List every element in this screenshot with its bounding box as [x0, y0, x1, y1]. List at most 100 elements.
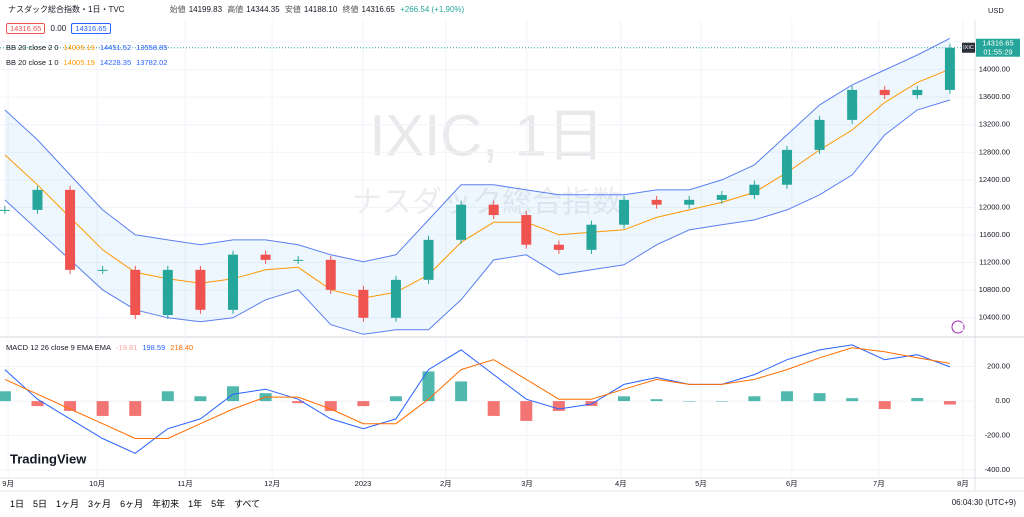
period-button[interactable]: 年初来: [152, 499, 180, 509]
candle: [423, 239, 434, 280]
y-tick-label: 13600.00: [979, 92, 1010, 101]
histogram-bar: [911, 398, 924, 402]
macd-line: [4, 344, 951, 454]
y-tick-label: 12400.00: [979, 175, 1010, 184]
candle: [227, 254, 238, 310]
histogram-bar: [487, 401, 500, 416]
candle: [162, 269, 173, 316]
histogram-bar: [455, 381, 468, 402]
histogram-bar: [389, 396, 402, 402]
histogram-bar: [64, 401, 77, 411]
period-button[interactable]: 1日: [10, 499, 25, 509]
x-tick-label: 10月: [89, 479, 105, 488]
label: 安値: [284, 5, 301, 14]
y-tick-label: 10400.00: [979, 313, 1010, 322]
value: 14344.35: [246, 5, 280, 14]
period-button[interactable]: 1ヶ月: [56, 499, 80, 509]
candle: [195, 269, 206, 310]
y-tick-label: 13200.00: [979, 120, 1010, 129]
change: +266.54 (+1.90%): [400, 5, 465, 14]
period-button[interactable]: 5年: [211, 499, 226, 509]
legend-value: 198.59: [142, 343, 166, 352]
histogram-bar: [520, 401, 533, 421]
legend-value: 14005.19: [63, 58, 95, 67]
brand: TradingView: [10, 451, 87, 466]
badge[interactable]: 14316.65: [71, 23, 111, 34]
label: 終値: [342, 5, 359, 14]
histogram-bar: [878, 401, 891, 410]
candle: [814, 119, 825, 150]
y-tick-label: 11600.00: [979, 230, 1010, 239]
period-button[interactable]: 1年: [188, 499, 203, 509]
candle: [358, 289, 369, 318]
histogram-bar: [552, 401, 565, 411]
legend-value: 218.40: [170, 343, 194, 352]
period-button[interactable]: すべて: [234, 499, 261, 509]
histogram-bar: [715, 401, 728, 402]
histogram-bar: [129, 401, 142, 416]
alert-icon[interactable]: [951, 320, 965, 334]
value: 14188.10: [303, 5, 338, 14]
candle: [716, 195, 727, 200]
candle: [944, 47, 955, 90]
x-tick-label: 3月: [521, 479, 533, 488]
candle: [130, 269, 141, 316]
macd-line: [4, 347, 950, 439]
histogram-bar: [846, 398, 859, 402]
legend-value: 14451.52: [99, 43, 132, 52]
x-tick-label: 11月: [177, 479, 192, 488]
candle: [912, 89, 923, 96]
candle: [0, 209, 10, 211]
histogram-bar: [943, 401, 956, 405]
y-tick-label: 11200.00: [979, 258, 1010, 267]
x-tick-label: 8月: [957, 479, 969, 488]
candle: [619, 199, 630, 225]
histogram-bar: [748, 396, 761, 402]
x-tick-label: 4月: [615, 479, 627, 488]
watermark-title: IXIC, 1日: [369, 103, 604, 168]
histogram-bar: [650, 399, 663, 402]
badge: 0.00: [50, 24, 67, 33]
y-tick-label: -200.00: [985, 431, 1010, 440]
histogram-bar: [780, 391, 793, 402]
header: ナスダック総合指数・1日・TVC 始値 14199.83 高値 14344.35 安…: [8, 4, 467, 15]
legend-name: BB 20 close 2 0: [6, 43, 59, 52]
legend-value: 14005.19: [63, 43, 95, 52]
legend-row: BB 20 close 1 0 14005.19 14228.35 13782.02: [6, 58, 172, 67]
candle: [456, 204, 467, 240]
symbol-tag: [962, 42, 975, 53]
y-tick-label: 14000.00: [979, 65, 1010, 74]
histogram-bar: [357, 401, 370, 407]
label: 始値: [169, 5, 186, 14]
price-tag: [976, 38, 1020, 57]
candle: [97, 269, 108, 271]
histogram-bar: [0, 391, 11, 402]
price-tag-time: 01:55:29: [983, 48, 1012, 57]
x-tick-label: 5月: [695, 479, 707, 488]
candle: [781, 149, 792, 185]
band-line: [4, 37, 951, 263]
badges: 14316.65 0.00 14316.65: [6, 23, 114, 34]
watermark-subtitle: ナスダック総合指数: [352, 186, 622, 219]
period-button[interactable]: 5日: [33, 499, 48, 509]
candle: [586, 224, 597, 250]
badge[interactable]: 14316.65: [6, 23, 46, 34]
candle: [847, 89, 858, 120]
histogram-bar: [618, 396, 631, 402]
histogram-bar: [813, 393, 826, 402]
x-tick-label: 6月: [786, 479, 798, 488]
band-fill: [4, 38, 950, 335]
legend-name: MACD 12 26 close 9 EMA EMA: [6, 343, 112, 352]
y-tick-label: 12000.00: [979, 202, 1010, 211]
period-button[interactable]: 6ヶ月: [120, 499, 144, 509]
period-toolbar: 1日 5日 1ヶ月 3ヶ月 6ヶ月 年初来 1年 5年 すべて: [10, 497, 260, 510]
legend-row: BB 20 close 2 0 14005.19 14451.52 13558.85: [6, 43, 172, 52]
period-button[interactable]: 3ヶ月: [88, 499, 112, 509]
x-tick-label: 7月: [873, 479, 885, 488]
candle: [260, 254, 271, 260]
currency[interactable]: USD: [988, 6, 1004, 15]
candle: [65, 189, 76, 270]
x-tick-label: 12月: [264, 479, 280, 488]
legend-value: 13558.85: [136, 43, 168, 52]
